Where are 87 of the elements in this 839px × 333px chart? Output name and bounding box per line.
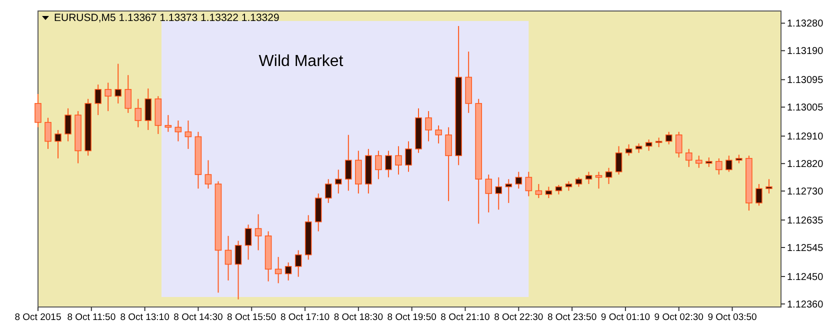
x-tick-label: 8 Oct 14:30 xyxy=(174,312,223,323)
candlestick xyxy=(375,150,382,180)
x-tick-label: 9 Oct 01:10 xyxy=(600,312,650,323)
candlestick xyxy=(605,167,612,185)
x-tick-label: 8 Oct 21:10 xyxy=(440,312,490,323)
band-label: Wild Market xyxy=(258,53,344,70)
candlestick xyxy=(615,146,622,176)
candlestick xyxy=(274,256,282,284)
candlestick xyxy=(114,63,122,104)
candlestick xyxy=(645,138,652,152)
candlestick xyxy=(495,176,502,210)
candlestick xyxy=(575,176,582,188)
candlestick xyxy=(435,124,442,144)
candlestick xyxy=(505,178,512,204)
candlestick xyxy=(485,174,492,213)
candlestick xyxy=(284,262,292,281)
candlestick xyxy=(675,131,682,158)
candlestick xyxy=(64,108,72,142)
candlestick xyxy=(565,180,572,192)
candlestick xyxy=(104,82,112,112)
candlestick xyxy=(555,184,562,195)
x-tick-label: 8 Oct 22:30 xyxy=(494,312,544,323)
y-tick-label: 1.12360 xyxy=(787,299,824,310)
candlestick xyxy=(124,74,132,114)
candlestick xyxy=(766,178,772,194)
candlestick xyxy=(134,98,142,128)
candlestick xyxy=(405,140,412,172)
x-tick-label: 8 Oct 2015 xyxy=(14,312,62,323)
x-tick-label: 8 Oct 17:10 xyxy=(280,312,330,323)
candlestick xyxy=(756,184,762,206)
candlestick xyxy=(54,130,62,159)
y-tick-label: 1.13190 xyxy=(787,46,824,58)
candlestick xyxy=(515,171,522,190)
candlestick xyxy=(625,144,632,156)
x-tick-label: 8 Oct 19:50 xyxy=(387,312,436,323)
candlestick xyxy=(545,186,552,199)
y-tick-label: 1.12820 xyxy=(787,159,824,170)
candlestick xyxy=(174,120,182,142)
y-tick-label: 1.13280 xyxy=(787,18,824,30)
candlestick xyxy=(695,155,702,168)
candlestick xyxy=(294,250,302,278)
x-tick-label: 8 Oct 15:50 xyxy=(227,312,276,323)
candlestick xyxy=(94,84,102,116)
y-tick-label: 1.12730 xyxy=(787,186,824,198)
chart-title: EURUSD,M5 1.13367 1.13373 1.13322 1.13329 xyxy=(54,12,280,24)
candlestick xyxy=(355,150,362,194)
candlestick xyxy=(685,148,692,168)
x-tick-label: 9 Oct 03:50 xyxy=(708,312,757,323)
y-tick-label: 1.13005 xyxy=(787,102,824,114)
x-tick-label: 8 Oct 18:30 xyxy=(334,312,383,323)
candlestick xyxy=(184,120,192,150)
x-tick-label: 8 Oct 13:10 xyxy=(120,312,170,323)
candlestick xyxy=(224,235,232,281)
candlestick xyxy=(204,160,212,190)
candlestick xyxy=(535,184,542,199)
y-tick-label: 1.12910 xyxy=(787,132,824,143)
x-tick-label: 9 Oct 02:30 xyxy=(654,312,704,323)
candlestick xyxy=(164,114,172,132)
y-tick-label: 1.12545 xyxy=(787,242,824,254)
candlestick xyxy=(244,224,252,260)
candlestick xyxy=(335,169,342,194)
x-tick-label: 8 Oct 23:50 xyxy=(547,312,597,323)
y-tick-label: 1.13095 xyxy=(787,75,824,86)
candlestick xyxy=(385,150,392,178)
candlestick xyxy=(706,156,712,168)
candlestick xyxy=(445,126,452,202)
candlestick xyxy=(525,171,532,197)
candlestick xyxy=(314,192,322,232)
candlestick xyxy=(144,88,152,131)
candlestick xyxy=(44,117,52,150)
y-tick-label: 1.12450 xyxy=(787,272,824,283)
candlestick xyxy=(726,155,732,172)
candlestick xyxy=(665,131,672,145)
candlestick xyxy=(234,240,242,300)
candlestick xyxy=(395,146,402,176)
candlestick xyxy=(34,94,42,128)
candlestick xyxy=(425,110,432,142)
candlestick xyxy=(595,171,602,190)
x-tick-label: 8 Oct 11:50 xyxy=(67,312,116,323)
candlestick xyxy=(716,158,722,176)
candlestick xyxy=(635,142,642,154)
y-tick-label: 1.12635 xyxy=(787,216,824,227)
candlestick xyxy=(345,134,352,192)
candlestick xyxy=(254,214,262,251)
candlestick xyxy=(324,178,332,204)
candlestick xyxy=(655,137,662,148)
candlestick xyxy=(585,171,592,185)
